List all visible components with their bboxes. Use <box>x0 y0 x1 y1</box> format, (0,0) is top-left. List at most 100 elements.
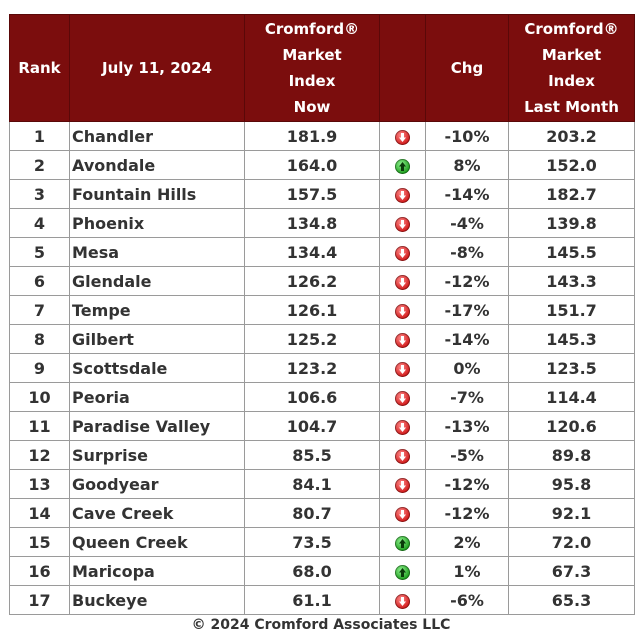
change-value: -17% <box>425 295 509 325</box>
index-now-value: 61.1 <box>244 585 380 615</box>
table-row: 11 Paradise Valley 104.7 -13% 120.6 <box>9 411 635 441</box>
index-now-value: 125.2 <box>244 324 380 354</box>
rank-cell: 4 <box>9 208 70 238</box>
rank-cell: 3 <box>9 179 70 209</box>
trend-cell <box>379 469 426 499</box>
index-last-month-value: 89.8 <box>508 440 635 470</box>
index-now-value: 157.5 <box>244 179 380 209</box>
index-last-month-header-line: Last Month <box>524 98 619 116</box>
trend-cell <box>379 556 426 586</box>
index-now-header-line: Now <box>293 98 331 116</box>
trend-cell <box>379 295 426 325</box>
change-value: -12% <box>425 498 509 528</box>
rank-cell: 17 <box>9 585 70 615</box>
city-name: Cave Creek <box>69 498 245 528</box>
rank-cell: 16 <box>9 556 70 586</box>
rank-cell: 15 <box>9 527 70 557</box>
change-value: -14% <box>425 179 509 209</box>
rank-cell: 6 <box>9 266 70 296</box>
change-value: 2% <box>425 527 509 557</box>
rank-header: Rank <box>9 14 70 122</box>
red-down-arrow-icon <box>395 303 410 319</box>
index-last-month-value: 67.3 <box>508 556 635 586</box>
index-last-month-value: 92.1 <box>508 498 635 528</box>
change-header: Chg <box>425 14 509 122</box>
index-last-month-header-line: Cromford® <box>524 20 619 38</box>
red-down-arrow-icon <box>395 506 410 522</box>
table-row: 1 Chandler 181.9 -10% 203.2 <box>9 121 635 151</box>
table-row: 6 Glendale 126.2 -12% 143.3 <box>9 266 635 296</box>
index-now-value: 164.0 <box>244 150 380 180</box>
city-name: Surprise <box>69 440 245 470</box>
index-last-month-value: 72.0 <box>508 527 635 557</box>
index-last-month-header-line: Market <box>541 46 602 64</box>
rank-cell: 7 <box>9 295 70 325</box>
table-row: 10 Peoria 106.6 -7% 114.4 <box>9 382 635 412</box>
change-value: 1% <box>425 556 509 586</box>
index-now-value: 106.6 <box>244 382 380 412</box>
rank-cell: 8 <box>9 324 70 354</box>
red-down-arrow-icon <box>395 361 410 377</box>
trend-cell <box>379 527 426 557</box>
trend-cell <box>379 498 426 528</box>
table-row: 14 Cave Creek 80.7 -12% 92.1 <box>9 498 635 528</box>
city-name: Phoenix <box>69 208 245 238</box>
index-now-header-line: Market <box>282 46 342 64</box>
trend-cell <box>379 585 426 615</box>
red-down-arrow-icon <box>395 448 410 464</box>
table-row: 7 Tempe 126.1 -17% 151.7 <box>9 295 635 325</box>
index-last-month-value: 143.3 <box>508 266 635 296</box>
change-value: 8% <box>425 150 509 180</box>
rank-cell: 13 <box>9 469 70 499</box>
trend-cell <box>379 237 426 267</box>
table-row: 3 Fountain Hills 157.5 -14% 182.7 <box>9 179 635 209</box>
city-name: Gilbert <box>69 324 245 354</box>
index-last-month-value: 114.4 <box>508 382 635 412</box>
index-last-month-value: 120.6 <box>508 411 635 441</box>
red-down-arrow-icon <box>395 332 410 348</box>
red-down-arrow-icon <box>395 129 410 145</box>
red-down-arrow-icon <box>395 593 410 609</box>
index-last-month-value: 95.8 <box>508 469 635 499</box>
date-header: July 11, 2024 <box>69 14 245 122</box>
index-now-value: 84.1 <box>244 469 380 499</box>
table-row: 15 Queen Creek 73.5 2% 72.0 <box>9 527 635 557</box>
index-last-month-value: 145.5 <box>508 237 635 267</box>
city-name: Scottsdale <box>69 353 245 383</box>
index-now-value: 123.2 <box>244 353 380 383</box>
table-row: 13 Goodyear 84.1 -12% 95.8 <box>9 469 635 499</box>
index-last-month-value: 139.8 <box>508 208 635 238</box>
rank-cell: 9 <box>9 353 70 383</box>
index-now-value: 73.5 <box>244 527 380 557</box>
index-last-month-value: 65.3 <box>508 585 635 615</box>
red-down-arrow-icon <box>395 274 410 290</box>
index-last-month-value: 145.3 <box>508 324 635 354</box>
city-name: Queen Creek <box>69 527 245 557</box>
index-now-header: Cromford® Market Index Now <box>244 14 380 122</box>
market-index-table-container: Rank July 11, 2024 Cromford® Market Inde… <box>9 14 635 615</box>
change-value: 0% <box>425 353 509 383</box>
red-down-arrow-icon <box>395 390 410 406</box>
index-now-value: 104.7 <box>244 411 380 441</box>
index-now-value: 85.5 <box>244 440 380 470</box>
table-row: 17 Buckeye 61.1 -6% 65.3 <box>9 585 635 615</box>
index-last-month-value: 203.2 <box>508 121 635 151</box>
city-name: Paradise Valley <box>69 411 245 441</box>
red-down-arrow-icon <box>395 477 410 493</box>
trend-cell <box>379 266 426 296</box>
index-last-month-value: 151.7 <box>508 295 635 325</box>
trend-cell <box>379 121 426 151</box>
table-row: 8 Gilbert 125.2 -14% 145.3 <box>9 324 635 354</box>
rank-cell: 10 <box>9 382 70 412</box>
trend-cell <box>379 382 426 412</box>
city-name: Glendale <box>69 266 245 296</box>
trend-cell <box>379 208 426 238</box>
table-body: 1 Chandler 181.9 -10% 203.2 2 Avondale 164.0 8% 1… <box>9 121 635 615</box>
change-value: -5% <box>425 440 509 470</box>
change-value: -8% <box>425 237 509 267</box>
city-name: Mesa <box>69 237 245 267</box>
rank-cell: 14 <box>9 498 70 528</box>
index-last-month-value: 152.0 <box>508 150 635 180</box>
trend-cell <box>379 150 426 180</box>
index-last-month-header: Cromford® Market Index Last Month <box>508 14 635 122</box>
